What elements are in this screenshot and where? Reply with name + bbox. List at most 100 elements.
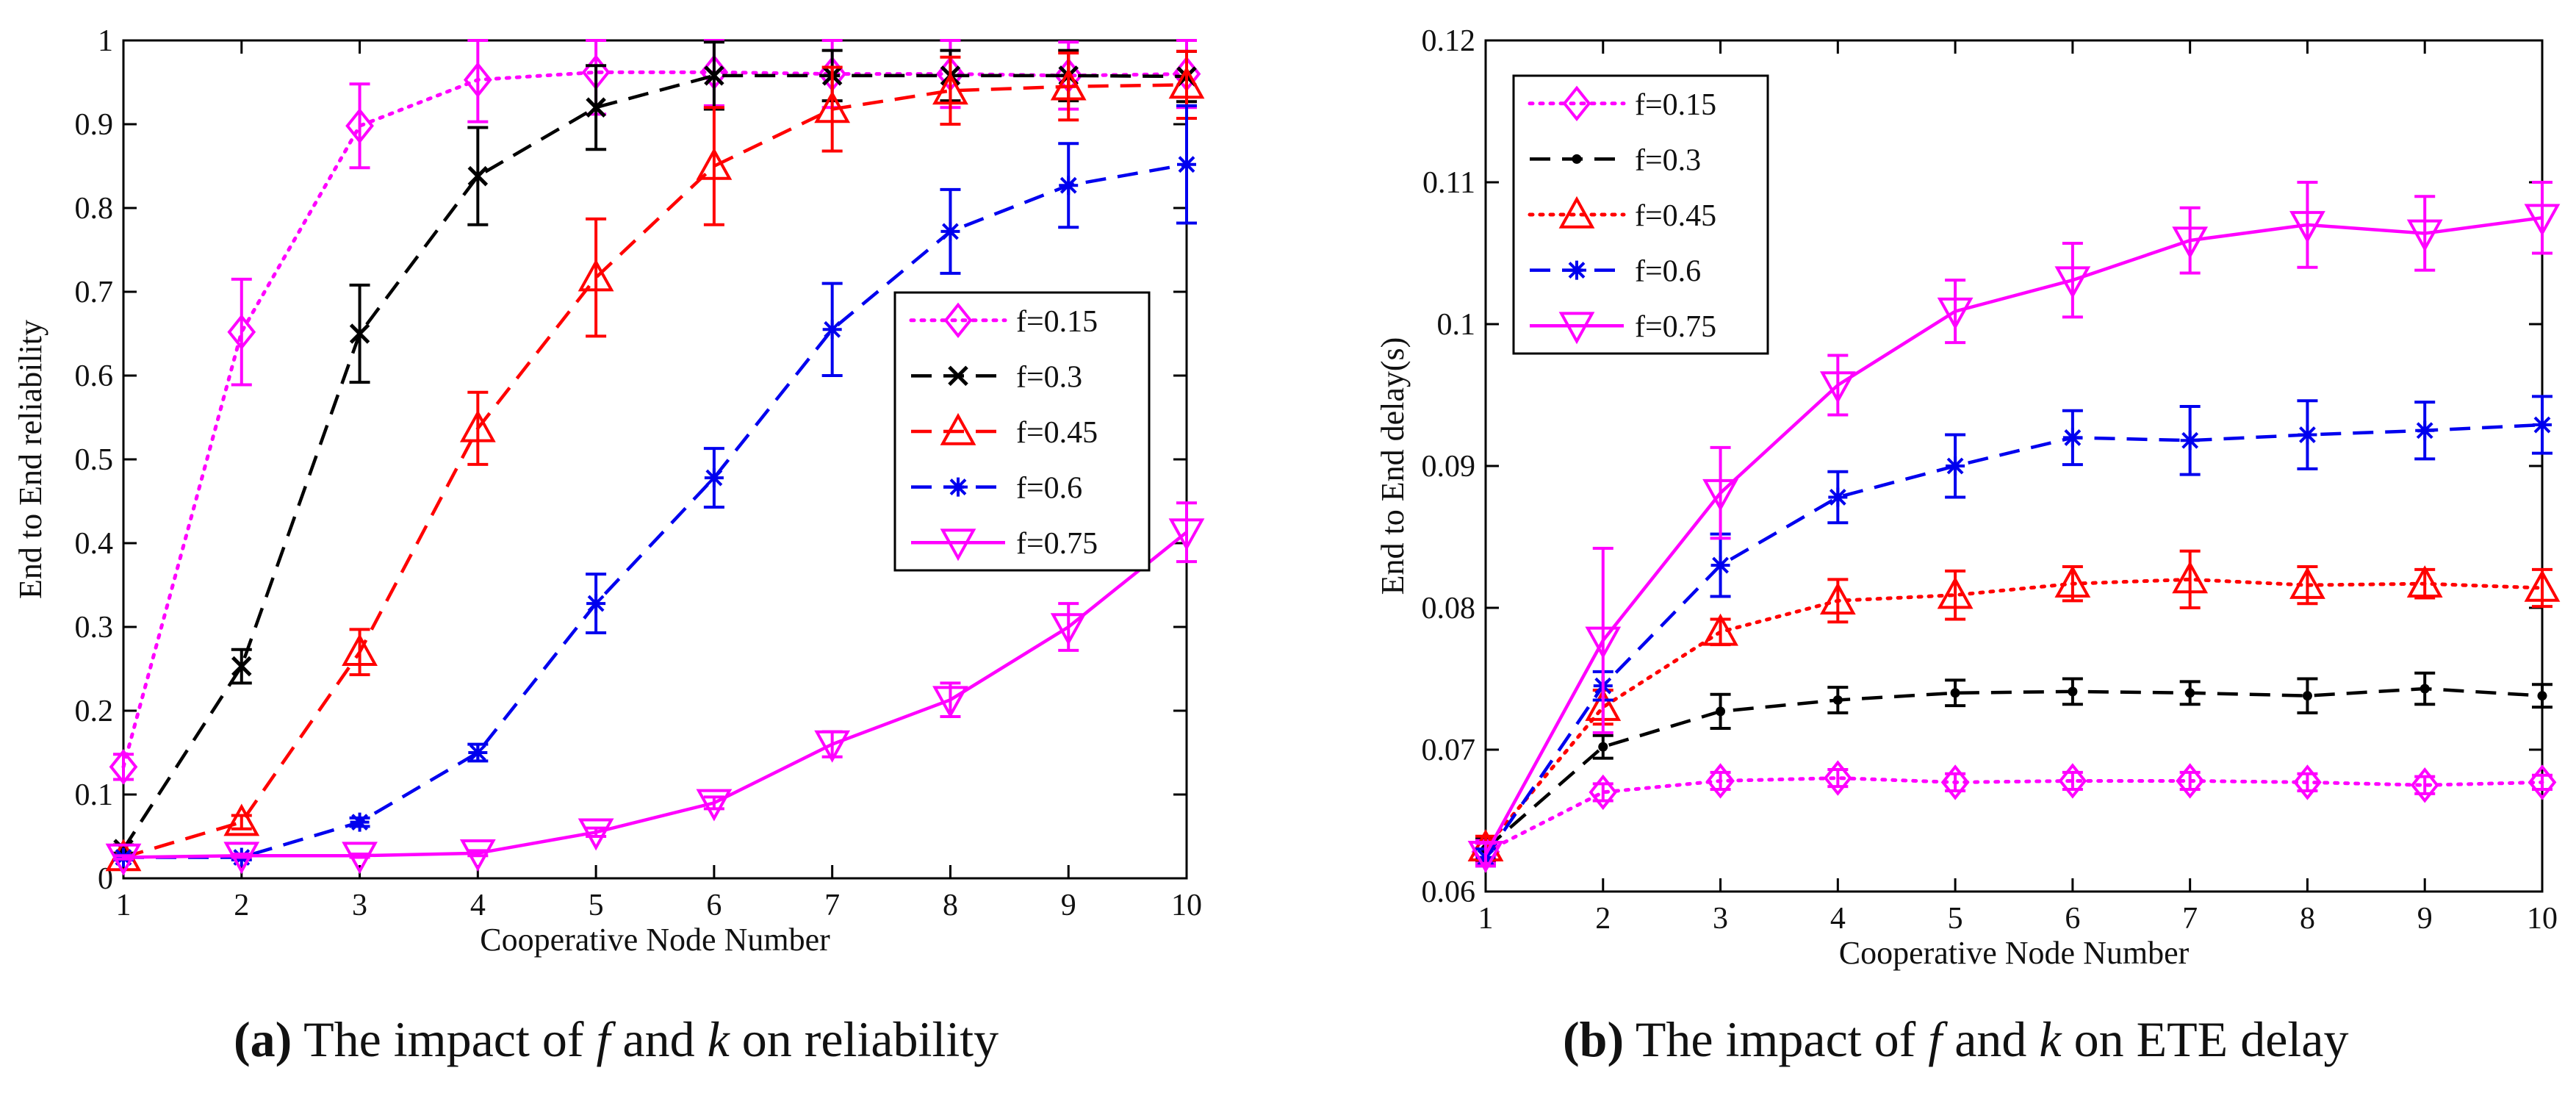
caption-b: (b) The impact of f and k on ETE delay bbox=[1563, 1011, 2348, 1069]
data-point bbox=[1706, 763, 1735, 799]
x-tick-label: 2 bbox=[234, 889, 249, 922]
data-point bbox=[223, 842, 260, 875]
y-tick-label: 0.11 bbox=[1422, 166, 1475, 200]
data-point bbox=[822, 320, 842, 340]
legend-label: f=0.15 bbox=[1016, 305, 1098, 339]
data-point bbox=[1050, 613, 1087, 646]
data-point bbox=[1702, 613, 1738, 646]
data-point bbox=[2524, 204, 2561, 237]
data-point bbox=[2185, 688, 2195, 698]
data-point bbox=[814, 90, 851, 123]
series-line bbox=[123, 83, 1187, 859]
data-point bbox=[2537, 691, 2547, 701]
caption-a-var2: k bbox=[707, 1011, 730, 1067]
data-point bbox=[1168, 66, 1205, 99]
data-point bbox=[1589, 774, 1618, 811]
series-line bbox=[121, 70, 1189, 769]
data-point bbox=[586, 594, 606, 614]
legend-marker bbox=[949, 477, 968, 497]
legend-marker bbox=[1562, 85, 1591, 122]
data-point bbox=[223, 803, 260, 836]
caption-b-var1: f bbox=[1928, 1011, 1943, 1067]
x-tick-label: 9 bbox=[2417, 902, 2433, 936]
data-point bbox=[2176, 763, 2205, 799]
x-tick-label: 1 bbox=[1478, 902, 1494, 936]
data-point bbox=[231, 656, 252, 677]
data-point bbox=[1819, 371, 1856, 404]
data-point bbox=[1177, 154, 1196, 174]
caption-a-pre: The impact of bbox=[303, 1011, 584, 1067]
data-point bbox=[468, 743, 488, 762]
data-point bbox=[227, 314, 256, 350]
x-axis-label: Cooperative Node Number bbox=[480, 922, 830, 958]
data-point bbox=[814, 730, 851, 763]
data-point bbox=[1585, 626, 1622, 659]
data-point bbox=[1716, 706, 1726, 717]
data-point bbox=[1819, 582, 1856, 615]
legend: f=0.15 f=0.3 f=0.45 f=0.6 f=0.75 bbox=[893, 291, 1151, 572]
data-point bbox=[463, 62, 492, 98]
data-point bbox=[2298, 425, 2317, 445]
legend-marker bbox=[1572, 154, 1582, 164]
y-tick-label: 1 bbox=[98, 24, 113, 58]
y-tick-label: 0.4 bbox=[75, 527, 114, 561]
series-f=0.6 bbox=[113, 104, 1197, 867]
legend-label: f=0.6 bbox=[1635, 255, 1701, 289]
caption-a-var1: f bbox=[596, 1011, 611, 1067]
data-point bbox=[2289, 211, 2325, 244]
y-tick-label: 0.1 bbox=[1437, 308, 1476, 342]
legend-marker bbox=[948, 365, 968, 387]
data-point bbox=[2289, 567, 2325, 599]
data-point bbox=[1168, 518, 1205, 551]
data-point bbox=[345, 108, 374, 144]
series-line bbox=[1484, 423, 2543, 858]
series-line bbox=[123, 531, 1188, 859]
data-point bbox=[586, 97, 606, 118]
data-point bbox=[1702, 478, 1738, 512]
data-point bbox=[1598, 742, 1608, 752]
data-point bbox=[2180, 431, 2200, 451]
legend-box bbox=[893, 291, 1151, 572]
x-tick-label: 3 bbox=[352, 889, 367, 922]
caption-b-var2: k bbox=[2039, 1011, 2062, 1067]
data-point bbox=[1823, 760, 1852, 796]
data-point bbox=[349, 323, 370, 344]
x-tick-label: 8 bbox=[2300, 902, 2315, 936]
data-point bbox=[932, 72, 968, 105]
y-axis-label: End to End reliability bbox=[12, 320, 48, 599]
x-tick-label: 5 bbox=[589, 889, 604, 922]
data-point bbox=[1937, 576, 1974, 609]
legend-label: f=0.3 bbox=[1016, 360, 1082, 394]
data-point bbox=[342, 842, 378, 875]
data-point bbox=[704, 468, 724, 488]
legend-label: f=0.45 bbox=[1635, 199, 1716, 233]
data-point bbox=[2068, 686, 2078, 697]
data-point bbox=[2528, 764, 2557, 800]
caption-a-post: on reliability bbox=[741, 1011, 999, 1067]
x-tick-label: 1 bbox=[116, 889, 132, 922]
caption-b-label: (b) bbox=[1563, 1011, 1625, 1067]
series-f=0.6 bbox=[1475, 395, 2552, 868]
data-point bbox=[2054, 565, 2091, 598]
data-point bbox=[2406, 565, 2443, 598]
y-tick-label: 0.5 bbox=[75, 443, 114, 477]
data-point bbox=[2054, 266, 2091, 299]
data-point bbox=[696, 147, 733, 180]
data-point bbox=[932, 686, 968, 719]
data-point bbox=[2415, 420, 2435, 440]
series-line bbox=[123, 162, 1187, 859]
y-tick-label: 0.09 bbox=[1422, 450, 1476, 484]
data-point bbox=[2172, 226, 2209, 259]
series-line bbox=[1484, 216, 2543, 856]
y-tick-label: 0.1 bbox=[75, 778, 114, 812]
x-tick-label: 7 bbox=[824, 889, 840, 922]
data-point bbox=[940, 221, 960, 241]
data-point bbox=[1059, 176, 1079, 196]
data-point bbox=[2406, 219, 2443, 252]
data-point bbox=[2533, 415, 2552, 435]
legend-label: f=0.3 bbox=[1635, 143, 1701, 177]
data-point bbox=[109, 749, 138, 785]
data-point bbox=[2172, 561, 2209, 594]
y-tick-label: 0.2 bbox=[75, 695, 114, 728]
